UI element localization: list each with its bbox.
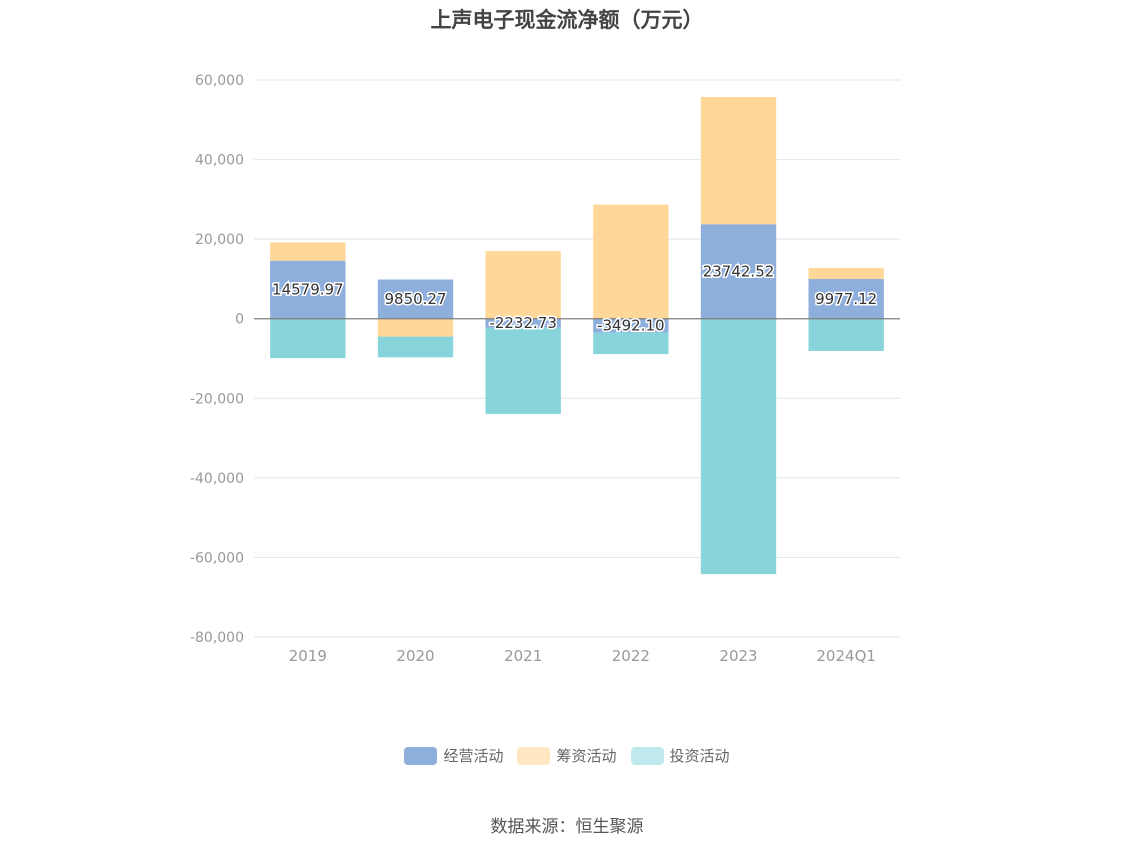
- x-tick-label: 2020: [396, 647, 434, 665]
- y-tick-label: 0: [235, 312, 244, 328]
- y-tick-label: 20,000: [195, 232, 244, 248]
- x-tick-label: 2021: [504, 647, 542, 665]
- bar-operating: [485, 318, 561, 328]
- bar-operating: [270, 260, 346, 319]
- y-tick-label: -60,000: [190, 550, 244, 566]
- data-label: 14579.97: [272, 281, 344, 299]
- bar-investing: [377, 336, 454, 358]
- data-label: 9850.27: [384, 290, 446, 308]
- data-label: -3492.10: [597, 317, 664, 335]
- legend-label-operating: 经营活动: [443, 747, 504, 765]
- legend: 经营活动 筹资活动 投资活动: [0, 745, 1134, 766]
- legend-item-operating[interactable]: 经营活动: [404, 745, 503, 766]
- y-tick-label: 40,000: [195, 153, 244, 169]
- x-tick-label: 2023: [719, 647, 757, 665]
- bar-investing: [700, 318, 777, 575]
- data-label: 9977.12: [815, 290, 877, 308]
- data-source: 数据来源：恒生聚源: [490, 817, 644, 837]
- bar-financing: [593, 204, 669, 319]
- y-tick-label: -20,000: [190, 391, 244, 407]
- legend-swatch-financing: [517, 746, 551, 765]
- y-tick-label: -80,000: [190, 630, 244, 646]
- x-tick-label: 2024Q1: [816, 647, 876, 665]
- bar-operating: [808, 279, 884, 319]
- legend-item-financing[interactable]: 筹资活动: [517, 745, 617, 766]
- cash-flow-chart: 60,000 40,000 20,000 0 -20,000 -40,000 -60,000…: [190, 73, 900, 665]
- bar-operating: [377, 279, 454, 319]
- x-tick-label: 2019: [289, 647, 327, 665]
- x-tick-label: 2022: [612, 647, 650, 665]
- bar-financing: [700, 96, 777, 225]
- bar-investing: [270, 318, 346, 359]
- chart-title: 上声电子现金流净额（万元）: [430, 8, 704, 32]
- bar-financing: [808, 267, 884, 280]
- legend-label-investing: 投资活动: [669, 747, 730, 765]
- legend-swatch-operating: [404, 746, 438, 765]
- data-label: 23742.52: [703, 262, 775, 280]
- legend-item-investing[interactable]: 投资活动: [630, 745, 730, 766]
- bar-financing: [270, 242, 346, 261]
- legend-swatch-investing: [630, 746, 664, 765]
- legend-label-financing: 筹资活动: [556, 747, 617, 765]
- data-label: -2232.73: [489, 314, 556, 332]
- bar-investing: [808, 318, 884, 351]
- bar-operating: [700, 224, 777, 319]
- y-tick-label: -40,000: [190, 471, 244, 487]
- bar-investing: [485, 327, 561, 414]
- bar-operating: [593, 318, 669, 333]
- bar-investing: [593, 332, 669, 355]
- y-tick-label: 60,000: [195, 73, 244, 89]
- bar-financing: [377, 318, 454, 337]
- bar-financing: [485, 251, 561, 319]
